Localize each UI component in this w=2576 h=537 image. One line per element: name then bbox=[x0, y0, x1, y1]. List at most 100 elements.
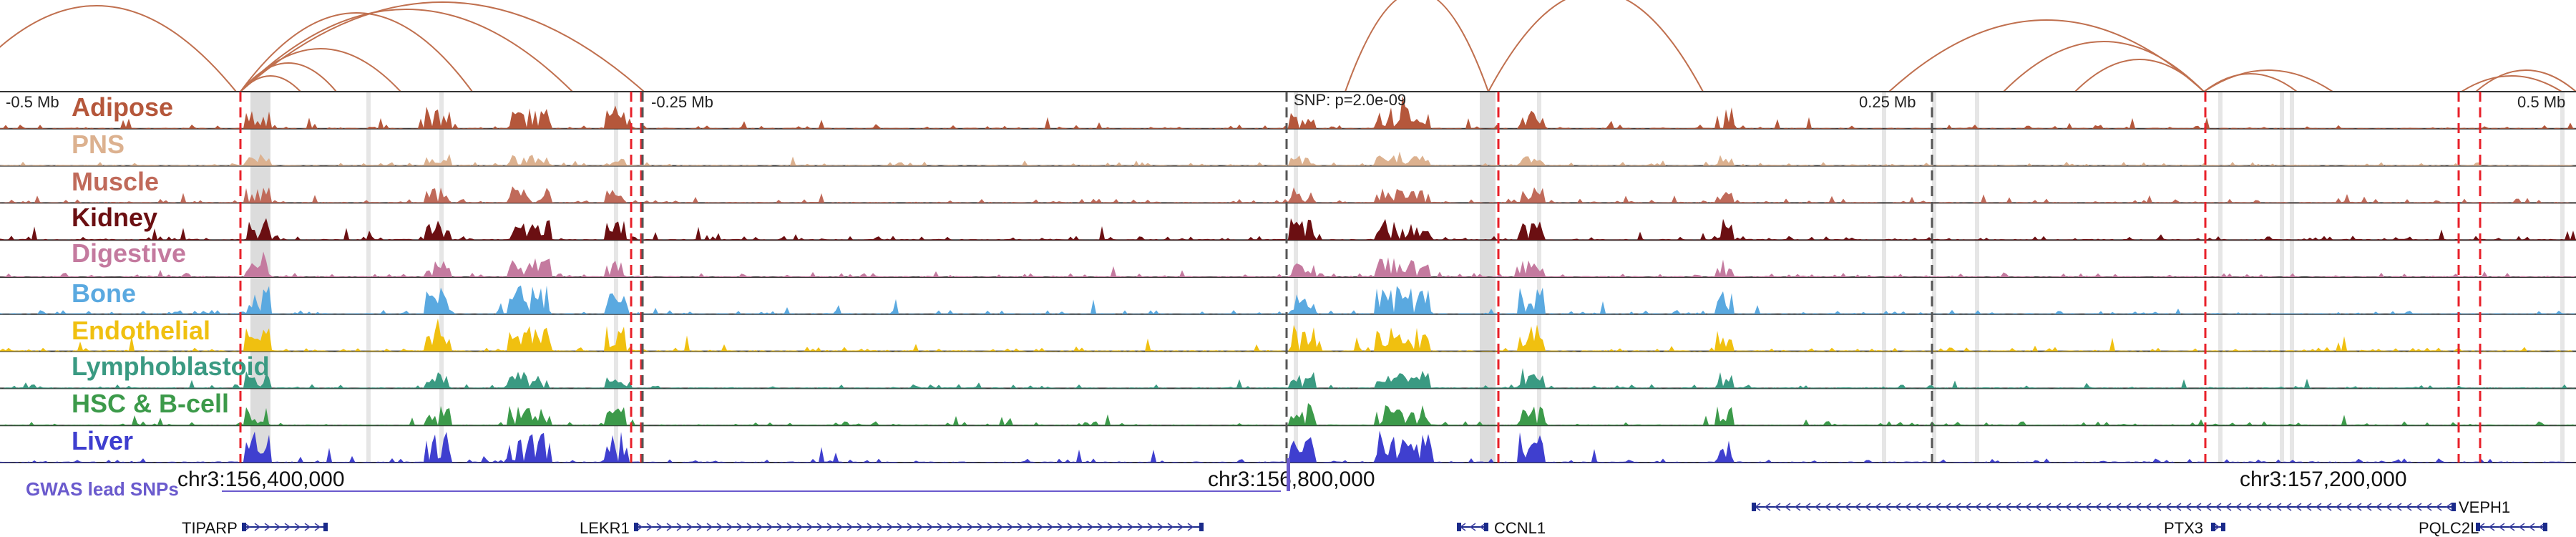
strand-arrow bbox=[917, 523, 924, 531]
chromatin-loop-arc bbox=[2003, 41, 2205, 92]
strand-arrow bbox=[1954, 503, 1961, 511]
strand-arrow bbox=[2195, 503, 2202, 511]
track-label-liver: Liver bbox=[72, 426, 133, 455]
strand-arrow bbox=[1864, 503, 1871, 511]
strand-arrow bbox=[1017, 523, 1024, 531]
strand-arrow bbox=[2445, 503, 2452, 511]
gene-exon bbox=[242, 523, 246, 531]
strand-arrow bbox=[1057, 523, 1064, 531]
strand-arrow bbox=[2335, 503, 2342, 511]
strand-arrow bbox=[1804, 503, 1811, 511]
strand-arrow bbox=[1824, 503, 1831, 511]
coordinate-label: chr3:156,800,000 bbox=[1208, 468, 1375, 491]
strand-arrow bbox=[1037, 523, 1044, 531]
track-label-kidney: Kidney bbox=[72, 203, 157, 232]
strand-arrow bbox=[314, 523, 321, 531]
strand-arrow bbox=[1027, 523, 1034, 531]
coordinate-label: chr3:156,400,000 bbox=[177, 468, 345, 491]
accessibility-tracks bbox=[0, 91, 2576, 463]
strand-arrow bbox=[1874, 503, 1881, 511]
strand-arrow bbox=[656, 523, 663, 531]
scale-label-minus-0-25: -0.25 Mb bbox=[651, 93, 713, 111]
strand-arrow bbox=[2235, 503, 2242, 511]
strand-arrow bbox=[1904, 503, 1911, 511]
strand-arrow bbox=[716, 523, 723, 531]
strand-arrow bbox=[1157, 523, 1164, 531]
chromatin-loop-arc bbox=[2074, 59, 2205, 92]
gene-label-tiparp: TIPARP bbox=[182, 519, 238, 537]
strand-arrow bbox=[2508, 523, 2515, 531]
strand-arrow bbox=[2114, 503, 2122, 511]
chromatin-loop-arc bbox=[240, 9, 573, 92]
strand-arrow bbox=[1077, 523, 1084, 531]
strand-arrow bbox=[244, 523, 251, 531]
strand-arrow bbox=[2385, 503, 2392, 511]
strand-arrow bbox=[2365, 503, 2372, 511]
strand-arrow bbox=[2135, 503, 2142, 511]
strand-arrow bbox=[726, 523, 733, 531]
strand-arrow bbox=[1087, 523, 1094, 531]
strand-arrow bbox=[264, 523, 271, 531]
coordinate-label: chr3:157,200,000 bbox=[2240, 468, 2407, 491]
strand-arrow bbox=[1067, 523, 1074, 531]
strand-arrow bbox=[686, 523, 693, 531]
gene-label-pqlc2l: PQLC2L bbox=[2419, 519, 2479, 537]
strand-arrow bbox=[2145, 503, 2152, 511]
strand-arrow bbox=[2215, 503, 2222, 511]
strand-arrow bbox=[1479, 523, 1486, 531]
strand-arrow bbox=[1934, 503, 1941, 511]
strand-arrow bbox=[1774, 503, 1781, 511]
strand-arrow bbox=[2255, 503, 2262, 511]
strand-arrow bbox=[2213, 523, 2220, 531]
strand-arrow bbox=[1107, 523, 1114, 531]
strand-arrow bbox=[977, 523, 984, 531]
gene-exon bbox=[2221, 523, 2225, 531]
strand-arrow bbox=[2245, 503, 2252, 511]
strand-arrow bbox=[1007, 523, 1014, 531]
strand-arrow bbox=[987, 523, 994, 531]
chromatin-loop-arc bbox=[0, 5, 237, 92]
chromatin-loop-arc bbox=[2475, 69, 2576, 92]
strand-arrow bbox=[636, 523, 643, 531]
strand-arrow bbox=[2375, 503, 2382, 511]
strand-arrow bbox=[776, 523, 784, 531]
strand-arrow bbox=[756, 523, 763, 531]
track-label-hsc-b-cell: HSC & B-cell bbox=[72, 389, 229, 418]
signal-track bbox=[0, 367, 2576, 389]
strand-arrow bbox=[2538, 523, 2545, 531]
chromatin-loop-arc bbox=[240, 62, 337, 92]
strand-arrow bbox=[2104, 503, 2112, 511]
track-label-endothelial: Endothelial bbox=[72, 316, 210, 345]
strand-arrow bbox=[676, 523, 683, 531]
strand-arrow bbox=[877, 523, 884, 531]
strand-arrow bbox=[1147, 523, 1154, 531]
strand-arrow bbox=[2044, 503, 2051, 511]
scale-bar: -0.5 Mb -0.25 Mb SNP: p=2.0e-09 0.25 Mb … bbox=[6, 91, 2565, 111]
scale-label-snp: SNP: p=2.0e-09 bbox=[1294, 91, 1406, 109]
strand-arrow bbox=[847, 523, 854, 531]
strand-arrow bbox=[1944, 503, 1951, 511]
chromatin-loop-arc bbox=[240, 12, 473, 92]
strand-arrow bbox=[2518, 523, 2525, 531]
strand-arrow bbox=[666, 523, 673, 531]
strand-arrow bbox=[2285, 503, 2292, 511]
signal-track bbox=[0, 251, 2576, 277]
signal-track bbox=[0, 285, 2576, 314]
strand-arrow bbox=[2528, 523, 2535, 531]
strand-arrow bbox=[1137, 523, 1144, 531]
strand-arrow bbox=[2325, 503, 2332, 511]
strand-arrow bbox=[796, 523, 804, 531]
chromatin-loop-arc bbox=[2461, 75, 2562, 92]
snp-position-lines bbox=[239, 92, 2482, 463]
strand-arrow bbox=[2124, 503, 2132, 511]
strand-arrow bbox=[1764, 503, 1771, 511]
strand-arrow bbox=[997, 523, 1004, 531]
strand-arrow bbox=[957, 523, 964, 531]
strand-arrow bbox=[2205, 503, 2212, 511]
chromatin-loop-arc bbox=[2203, 69, 2333, 92]
strand-arrow bbox=[1117, 523, 1124, 531]
gene-exon bbox=[1199, 523, 1204, 531]
gwas-track: GWAS lead SNPs bbox=[26, 458, 1290, 500]
strand-arrow bbox=[1974, 503, 1981, 511]
